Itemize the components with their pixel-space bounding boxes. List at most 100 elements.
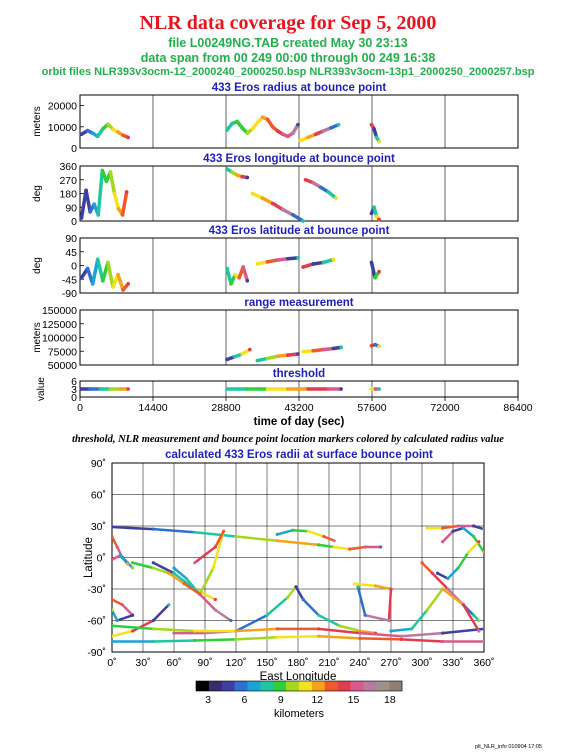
track-mark <box>234 614 269 633</box>
data-mark <box>369 260 377 280</box>
track-point <box>118 553 122 558</box>
track-point <box>425 608 429 612</box>
series-segment <box>369 205 381 222</box>
track-point <box>193 530 197 534</box>
data-point <box>116 272 120 277</box>
data-point <box>235 119 239 124</box>
map-panel: calculated 433 Eros radii at surface bou… <box>83 449 495 683</box>
y-tick-label: 3 <box>71 384 77 396</box>
data-point <box>311 348 315 353</box>
track-segment <box>317 543 383 551</box>
data-point <box>374 214 379 219</box>
y-tick-label: 270 <box>59 175 77 187</box>
track-point <box>193 629 197 633</box>
data-point <box>79 216 84 220</box>
track-mark <box>317 614 341 627</box>
data-point <box>245 387 250 391</box>
track-point <box>420 561 424 565</box>
track-point <box>167 571 171 575</box>
data-point <box>377 344 381 349</box>
data-point <box>286 134 290 139</box>
data-point <box>311 181 315 185</box>
track-point <box>234 534 238 539</box>
track-point <box>213 597 217 602</box>
track-mark <box>112 624 155 631</box>
data-point <box>275 129 280 133</box>
data-point <box>79 387 84 391</box>
track-segment <box>112 525 321 547</box>
track-point <box>472 613 476 617</box>
track-point <box>363 613 367 617</box>
data-point <box>374 135 379 140</box>
data-point <box>331 346 336 351</box>
y-axis-label: meters <box>32 322 43 353</box>
track-point <box>172 571 176 575</box>
track-point <box>317 613 321 617</box>
track-mark <box>193 638 238 642</box>
track-point <box>184 576 188 581</box>
track-segment <box>112 597 135 623</box>
track-point <box>317 627 321 631</box>
series-segment <box>298 122 341 143</box>
data-point <box>265 387 270 391</box>
data-point <box>255 358 260 363</box>
track-point <box>213 545 217 549</box>
data-point <box>265 356 270 361</box>
y-tick-label: 20000 <box>48 101 77 113</box>
track-point <box>301 597 305 602</box>
track-point <box>379 545 383 549</box>
track-mark <box>276 539 320 547</box>
data-point <box>250 191 255 196</box>
data-point <box>372 127 376 131</box>
track-mark <box>294 585 305 601</box>
y-tick-label: 50000 <box>48 360 77 372</box>
time-panel-5: threshold 036 value 0 14400 28800 43200 57600 72… <box>36 368 533 428</box>
track-point <box>472 534 476 539</box>
track-point <box>115 618 119 623</box>
data-point <box>126 135 130 140</box>
data-point <box>265 117 270 122</box>
track-mark <box>389 627 413 633</box>
x-axis-label: time of day (sec) <box>254 416 345 428</box>
series-segment <box>250 191 305 223</box>
track-mark <box>358 637 403 641</box>
track-point <box>151 561 155 565</box>
track-point <box>482 639 484 644</box>
track-point <box>112 534 114 539</box>
time-panel-3: 433 Eros latitude at bounce point -90 -450… <box>32 225 519 300</box>
track-mark <box>172 572 196 591</box>
data-point <box>225 128 229 132</box>
data-point <box>116 206 121 211</box>
data-point <box>233 272 237 277</box>
track-point <box>446 576 450 581</box>
track-mark <box>234 627 279 633</box>
series-segment <box>369 387 381 391</box>
track-segment <box>112 603 171 638</box>
data-point <box>291 213 295 217</box>
series-segment <box>303 177 338 200</box>
data-point <box>230 170 234 174</box>
x-tick-label: 86400 <box>503 402 532 414</box>
track-mark <box>446 566 460 580</box>
y-tick-label: 75000 <box>48 346 77 358</box>
track-point <box>203 631 207 635</box>
data-point <box>306 387 310 391</box>
track-segment <box>131 561 233 623</box>
track-mark <box>276 528 295 536</box>
track-point <box>211 566 215 570</box>
track-point <box>461 603 465 607</box>
track-mark <box>301 598 320 617</box>
data-point <box>260 115 265 120</box>
track-point <box>446 587 450 591</box>
data-point <box>108 170 113 174</box>
track-point <box>389 629 393 633</box>
track-mark <box>472 524 484 531</box>
y-tick-label: 0 <box>71 261 77 273</box>
track-mark <box>348 545 367 551</box>
panel-title: 433 Eros radius at bounce point <box>212 82 387 94</box>
data-point <box>373 387 378 391</box>
track-mark <box>451 526 465 533</box>
data-point <box>240 174 245 179</box>
data-point <box>326 190 331 194</box>
data-point <box>326 387 331 391</box>
